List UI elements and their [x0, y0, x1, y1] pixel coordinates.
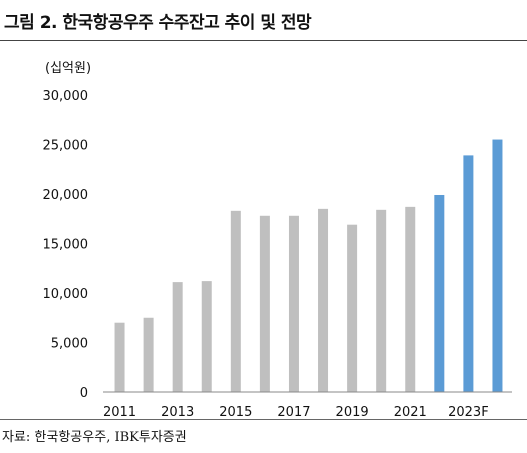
figure-title: 그림 2. 한국항공우주 수주잔고 추이 및 전망	[4, 13, 312, 33]
source-note: 자료: 한국항공우주, IBK투자증권	[2, 430, 187, 445]
bar-2015	[230, 210, 241, 392]
bar-2013	[172, 282, 183, 392]
bar-2024F	[492, 139, 503, 392]
bar-2022F	[434, 194, 445, 392]
y-tick-label: 30,000	[43, 89, 89, 104]
bar-2023F	[463, 155, 474, 392]
bars	[114, 139, 503, 392]
y-tick-label: 20,000	[43, 188, 89, 203]
source-rule	[0, 419, 527, 420]
bar-2012	[143, 317, 154, 392]
x-axis-ticks: 2011 2013 2015 2017 2019 2021 2023F	[103, 405, 489, 420]
x-tick-label: 2023F	[448, 405, 489, 420]
y-tick-label: 15,000	[43, 238, 89, 253]
y-tick-label: 25,000	[43, 139, 89, 154]
y-tick-label: 5,000	[51, 337, 88, 352]
x-tick-label: 2015	[219, 405, 252, 420]
x-tick-label: 2021	[394, 405, 427, 420]
bar-2014	[201, 281, 212, 392]
y-axis-ticks: 0 5,000 10,000 15,000 20,000 25,000 30,000	[43, 89, 89, 401]
y-tick-label: 0	[80, 386, 88, 401]
y-axis-unit-label: (십억원)	[45, 61, 91, 76]
bar-2016	[259, 215, 270, 392]
x-tick-label: 2013	[161, 405, 194, 420]
y-tick-label: 10,000	[43, 287, 89, 302]
bar-2020	[376, 209, 387, 392]
bar-2019	[347, 224, 358, 392]
bar-2017	[288, 215, 299, 392]
bar-2011	[114, 322, 125, 392]
x-tick-label: 2017	[277, 405, 310, 420]
title-rule	[0, 40, 527, 41]
x-tick-label: 2019	[336, 405, 369, 420]
x-tick-label: 2011	[103, 405, 136, 420]
bar-2018	[318, 208, 329, 392]
bar-2021	[405, 206, 416, 392]
